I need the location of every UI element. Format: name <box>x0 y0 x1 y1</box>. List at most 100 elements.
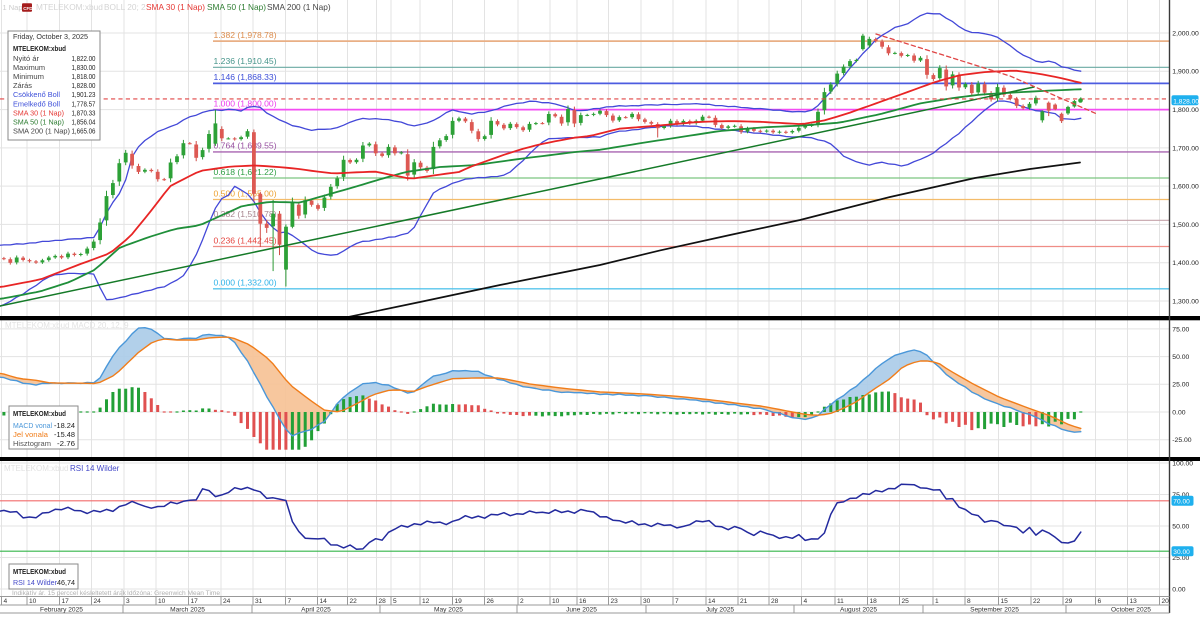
svg-text:10: 10 <box>552 598 560 605</box>
svg-text:September 2025: September 2025 <box>970 607 1019 614</box>
svg-text:75.00: 75.00 <box>1172 492 1189 499</box>
svg-text:Jel vonala: Jel vonala <box>13 431 48 439</box>
svg-text:1,665.06: 1,665.06 <box>72 127 96 136</box>
svg-text:46,74: 46,74 <box>57 579 75 587</box>
svg-text:0.236 (1,442.45): 0.236 (1,442.45) <box>214 235 277 245</box>
svg-text:CFD: CFD <box>23 6 33 11</box>
svg-text:100.00: 100.00 <box>1172 460 1193 467</box>
svg-text:1.000 (1,800.00): 1.000 (1,800.00) <box>214 98 277 108</box>
svg-text:Hisztogram: Hisztogram <box>13 440 51 448</box>
svg-text:17: 17 <box>62 598 70 605</box>
svg-text:1,500.00: 1,500.00 <box>1172 222 1199 229</box>
svg-text:March 2025: March 2025 <box>170 607 205 614</box>
svg-text:1.382 (1,978.78): 1.382 (1,978.78) <box>214 30 277 40</box>
svg-text:SMA 200 (1 Nap): SMA 200 (1 Nap) <box>13 127 70 136</box>
svg-text:10: 10 <box>29 598 37 605</box>
svg-text:August 2025: August 2025 <box>840 607 877 614</box>
svg-text:1,600.00: 1,600.00 <box>1172 184 1199 191</box>
svg-text:SMA 200 (1 Nap): SMA 200 (1 Nap) <box>267 2 331 12</box>
svg-text:7: 7 <box>675 598 679 605</box>
svg-text:70.00: 70.00 <box>1173 499 1190 506</box>
svg-text:22: 22 <box>350 598 358 605</box>
svg-text:February 2025: February 2025 <box>40 607 83 614</box>
svg-text:2,000.00: 2,000.00 <box>1172 30 1199 37</box>
svg-text:SMA 50 (1 Nap): SMA 50 (1 Nap) <box>207 2 266 12</box>
svg-text:RSI 14 Wilder: RSI 14 Wilder <box>70 464 120 473</box>
svg-text:Friday, October 3, 2025: Friday, October 3, 2025 <box>13 32 88 41</box>
svg-text:2: 2 <box>520 598 524 605</box>
svg-text:31: 31 <box>255 598 263 605</box>
svg-text:26: 26 <box>487 598 495 605</box>
svg-text:30.00: 30.00 <box>1173 549 1190 556</box>
svg-text:7: 7 <box>288 598 292 605</box>
svg-text:October 2025: October 2025 <box>1111 607 1151 614</box>
svg-text:1,822.00: 1,822.00 <box>72 54 96 63</box>
svg-text:1.146 (1,868.33): 1.146 (1,868.33) <box>214 72 277 82</box>
svg-text:5: 5 <box>393 598 397 605</box>
svg-text:1,900.00: 1,900.00 <box>1172 69 1199 76</box>
svg-text:Indikatív ár. 15 perccel késle: Indikatív ár. 15 perccel késleltetett ár… <box>12 590 127 597</box>
svg-text:17: 17 <box>191 598 199 605</box>
svg-text:22: 22 <box>1033 598 1041 605</box>
svg-text:MTELEKOM:xbud: MTELEKOM:xbud <box>13 44 66 53</box>
svg-text:0.500 (1,565.00): 0.500 (1,565.00) <box>214 188 277 198</box>
svg-text:BOLL 20; 2: BOLL 20; 2 <box>104 2 146 12</box>
svg-text:1,700.00: 1,700.00 <box>1172 145 1199 152</box>
svg-text:12: 12 <box>422 598 430 605</box>
svg-text:Zárás: Zárás <box>13 81 32 90</box>
svg-text:MTELEKOM:xbud MACD 20, 12, 9: MTELEKOM:xbud MACD 20, 12, 9 <box>5 321 129 330</box>
svg-text:21: 21 <box>740 598 748 605</box>
svg-text:Csökkenő Boll: Csökkenő Boll <box>13 90 60 99</box>
svg-text:Időzóna: Greenwich Mean Time: Időzóna: Greenwich Mean Time <box>127 590 220 597</box>
svg-text:0.000 (1,332.00): 0.000 (1,332.00) <box>214 278 277 288</box>
svg-text:SMA 30 (1 Nap): SMA 30 (1 Nap) <box>146 2 205 12</box>
svg-text:14: 14 <box>708 598 716 605</box>
svg-text:SMA 30 (1 Nap): SMA 30 (1 Nap) <box>13 108 64 117</box>
svg-text:24: 24 <box>223 598 231 605</box>
svg-text:1,830.00: 1,830.00 <box>72 63 96 72</box>
svg-text:Maximum: Maximum <box>13 63 45 72</box>
svg-text:1,828.00: 1,828.00 <box>1173 98 1199 105</box>
svg-text:50.00: 50.00 <box>1172 523 1189 530</box>
svg-text:MACD vonal: MACD vonal <box>13 422 52 430</box>
svg-text:July 2025: July 2025 <box>706 607 735 614</box>
svg-text:0.00: 0.00 <box>1172 586 1185 593</box>
svg-text:3: 3 <box>126 598 130 605</box>
svg-text:8: 8 <box>967 598 971 605</box>
svg-text:1,778.57: 1,778.57 <box>72 99 96 108</box>
svg-text:-18.24: -18.24 <box>54 422 75 430</box>
svg-text:13: 13 <box>1130 598 1138 605</box>
svg-text:May 2025: May 2025 <box>434 607 463 614</box>
svg-text:0.764 (1,689.55): 0.764 (1,689.55) <box>214 141 277 151</box>
svg-text:Emelkedő Boll: Emelkedő Boll <box>13 99 60 108</box>
svg-text:1 Nap: 1 Nap <box>3 3 23 12</box>
svg-text:50.00: 50.00 <box>1172 354 1189 361</box>
svg-text:MTELEKOM:xbud: MTELEKOM:xbud <box>36 2 103 12</box>
svg-text:MTELEKOM:xbud: MTELEKOM:xbud <box>13 409 66 418</box>
svg-text:1,856.04: 1,856.04 <box>72 117 96 126</box>
svg-text:30: 30 <box>643 598 651 605</box>
svg-text:25.00: 25.00 <box>1172 382 1189 389</box>
svg-text:RSI 14 Wilder: RSI 14 Wilder <box>13 579 58 587</box>
svg-text:11: 11 <box>837 598 844 605</box>
svg-text:1,901.23: 1,901.23 <box>72 90 96 99</box>
svg-text:-15.48: -15.48 <box>54 431 75 439</box>
svg-text:15: 15 <box>1001 598 1009 605</box>
svg-text:1: 1 <box>935 598 939 605</box>
svg-text:1,828.00: 1,828.00 <box>72 81 96 90</box>
svg-text:1,800.00: 1,800.00 <box>1172 107 1199 114</box>
svg-text:0.382 (1,510.78): 0.382 (1,510.78) <box>214 209 277 219</box>
svg-text:-25.00: -25.00 <box>1172 437 1191 444</box>
svg-text:0.00: 0.00 <box>1172 409 1185 416</box>
svg-text:20: 20 <box>1162 598 1170 605</box>
svg-text:14: 14 <box>320 598 328 605</box>
svg-text:MTELEKOM:xbud: MTELEKOM:xbud <box>4 464 68 473</box>
svg-text:10: 10 <box>158 598 166 605</box>
svg-text:25.00: 25.00 <box>1172 555 1189 562</box>
svg-text:1,400.00: 1,400.00 <box>1172 260 1199 267</box>
svg-text:29: 29 <box>1065 598 1073 605</box>
svg-text:18: 18 <box>870 598 878 605</box>
svg-text:28: 28 <box>771 598 779 605</box>
svg-text:23: 23 <box>611 598 619 605</box>
svg-text:1,300.00: 1,300.00 <box>1172 298 1199 305</box>
